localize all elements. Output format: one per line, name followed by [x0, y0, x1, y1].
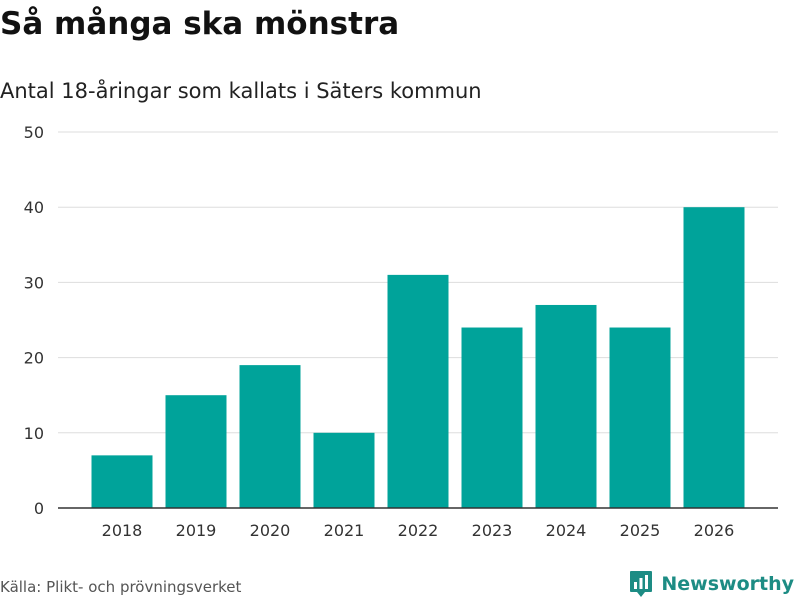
bar-2021[interactable]: [313, 432, 375, 508]
bar-2020[interactable]: [239, 365, 301, 508]
y-tick-label: 0: [34, 499, 44, 518]
x-tick-label: 2024: [546, 521, 587, 540]
x-tick-label: 2022: [398, 521, 439, 540]
bar-2026[interactable]: [683, 207, 745, 508]
bar-2024[interactable]: [535, 304, 597, 508]
bars: [91, 207, 745, 508]
y-tick-label: 30: [24, 273, 44, 292]
y-tick-label: 40: [24, 198, 44, 217]
y-tick-label: 10: [24, 424, 44, 443]
brand-name: Newsworthy: [661, 573, 794, 595]
bar-2019[interactable]: [165, 395, 227, 508]
bar-2023[interactable]: [461, 327, 523, 508]
x-tick-label: 2021: [324, 521, 365, 540]
y-tick-label: 20: [24, 349, 44, 368]
bar-2025[interactable]: [609, 327, 671, 508]
bar-2018[interactable]: [91, 455, 153, 508]
x-axis-ticks: 2018 2019 2020 2021 2022 2023 2024 2025 2026: [102, 521, 735, 540]
newsworthy-logo-icon: [630, 571, 653, 597]
bar-2022[interactable]: [387, 274, 449, 508]
y-axis-ticks: 0 10 20 30 40 50: [24, 123, 44, 518]
brand-logo[interactable]: Newsworthy: [629, 569, 794, 599]
x-tick-label: 2026: [694, 521, 735, 540]
x-tick-label: 2018: [102, 521, 143, 540]
source-note: Källa: Plikt- och prövningsverket: [0, 578, 242, 596]
x-tick-label: 2023: [472, 521, 513, 540]
chart-title: Så många ska mönstra: [0, 6, 400, 42]
y-tick-label: 50: [24, 123, 44, 142]
x-tick-label: 2020: [250, 521, 291, 540]
x-tick-label: 2025: [620, 521, 661, 540]
x-tick-label: 2019: [176, 521, 217, 540]
chart-subtitle: Antal 18-åringar som kallats i Säters ko…: [0, 79, 482, 103]
